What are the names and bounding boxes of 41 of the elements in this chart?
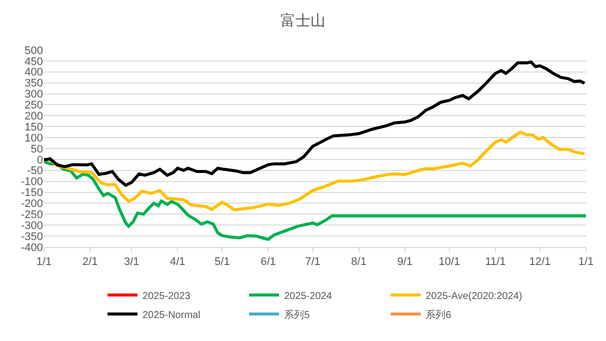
y-tick-label: -150 [20,187,43,200]
legend-label: 系列6 [426,308,452,321]
x-tick-label: 11/1 [485,256,506,268]
x-tick-label: 7/1 [305,256,320,268]
x-tick-label: 9/1 [397,256,412,268]
y-tick-label: 200 [24,110,43,123]
line-series [44,60,586,187]
x-tick-label: 10/1 [438,256,460,268]
y-tick-label: 100 [24,132,43,144]
legend-label: 2025-Normal [142,310,200,321]
chart-title: 富士山 [280,12,326,30]
x-tick-label: 2/1 [82,256,98,268]
y-tick-label: -400 [20,242,43,254]
legend-label: 2025-2023 [142,290,191,302]
line-series [44,160,586,241]
y-tick-label: -300 [20,220,43,232]
y-tick-label: 400 [24,66,43,79]
y-tick-label: 500 [24,44,43,57]
y-tick-label: -350 [20,230,43,243]
x-tick-label: 1/1 [36,256,52,268]
y-tick-label: 150 [24,121,43,134]
y-tick-label: -50 [27,165,43,178]
x-tick-label: 6/1 [260,256,276,268]
y-tick-label: 450 [24,56,43,68]
y-tick-label: 300 [24,88,43,101]
y-tick-label: 250 [24,100,43,112]
x-tick-label: 1/1 [578,256,594,268]
y-tick-label: -250 [20,209,43,222]
y-tick-label: 0 [36,154,43,166]
x-tick-label: 5/1 [214,256,230,268]
x-tick-label: 3/1 [124,256,140,268]
legend-label: 系列5 [284,308,310,321]
y-tick-label: -200 [20,198,43,210]
legend-label: 2025-2024 [284,290,332,302]
x-tick-label: 4/1 [170,256,186,268]
y-tick-label: -100 [20,176,43,188]
x-tick-label: 12/1 [529,256,551,268]
x-tick-label: 8/1 [351,256,366,268]
legend-label: 2025-Ave(2020:2024) [426,290,522,302]
y-tick-label: 350 [24,78,43,90]
y-tick-label: 50 [30,143,43,156]
